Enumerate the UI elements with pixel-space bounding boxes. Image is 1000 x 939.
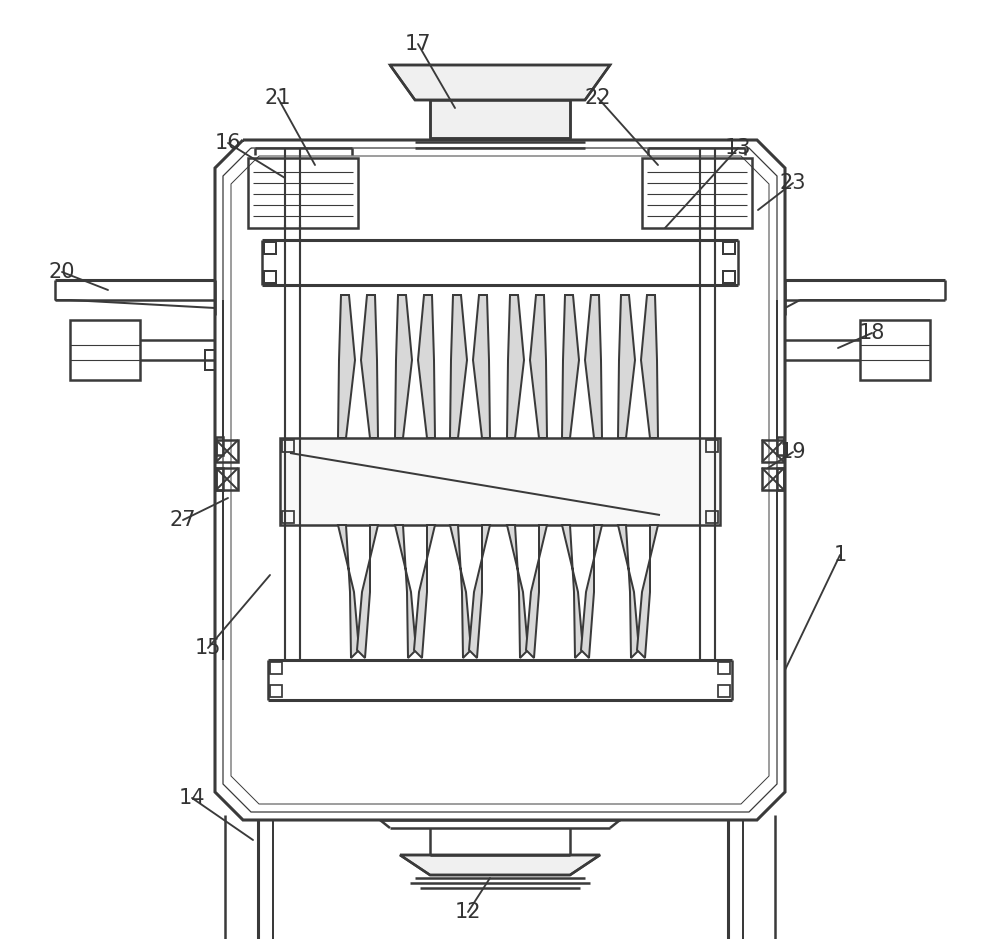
Bar: [216, 437, 223, 455]
Polygon shape: [637, 525, 658, 658]
Bar: [762, 468, 784, 490]
Polygon shape: [526, 525, 547, 658]
Bar: [642, 158, 752, 228]
Bar: [216, 440, 238, 462]
Text: 15: 15: [195, 638, 221, 658]
Bar: [282, 511, 294, 523]
Bar: [777, 437, 784, 455]
Text: 19: 19: [780, 442, 806, 462]
Polygon shape: [361, 295, 378, 438]
Text: 18: 18: [859, 323, 885, 343]
Polygon shape: [618, 525, 639, 658]
Text: 1: 1: [833, 545, 847, 565]
Bar: [270, 662, 282, 674]
Bar: [777, 468, 784, 490]
Polygon shape: [414, 525, 435, 658]
Bar: [706, 440, 718, 452]
Bar: [264, 271, 276, 283]
Polygon shape: [469, 525, 490, 658]
Polygon shape: [581, 525, 602, 658]
Polygon shape: [390, 65, 610, 100]
Text: 13: 13: [725, 138, 751, 158]
Bar: [706, 511, 718, 523]
Bar: [70, 320, 140, 380]
Bar: [762, 440, 784, 462]
Polygon shape: [338, 525, 359, 658]
Text: 12: 12: [455, 902, 481, 922]
Text: 16: 16: [215, 133, 241, 153]
Text: 22: 22: [585, 88, 611, 108]
Text: 14: 14: [179, 788, 205, 808]
Polygon shape: [530, 295, 547, 438]
Bar: [723, 271, 735, 283]
Polygon shape: [641, 295, 658, 438]
Bar: [205, 350, 215, 370]
Polygon shape: [395, 525, 416, 658]
Polygon shape: [618, 295, 635, 438]
Polygon shape: [450, 295, 467, 438]
Text: 27: 27: [170, 510, 196, 530]
Bar: [860, 320, 930, 380]
Polygon shape: [450, 525, 471, 658]
Bar: [270, 685, 282, 697]
Polygon shape: [357, 525, 378, 658]
Bar: [216, 468, 223, 490]
Bar: [216, 468, 238, 490]
Polygon shape: [585, 295, 602, 438]
Bar: [430, 100, 570, 138]
Bar: [282, 440, 294, 452]
Polygon shape: [562, 295, 579, 438]
Bar: [718, 685, 730, 697]
Bar: [718, 662, 730, 674]
Polygon shape: [400, 855, 600, 875]
Text: 21: 21: [265, 88, 291, 108]
Polygon shape: [395, 295, 412, 438]
Text: 17: 17: [405, 34, 431, 54]
Polygon shape: [473, 295, 490, 438]
Bar: [723, 242, 735, 254]
Bar: [280, 438, 720, 525]
Polygon shape: [507, 525, 528, 658]
Polygon shape: [507, 295, 524, 438]
Text: 23: 23: [780, 173, 806, 193]
Bar: [248, 158, 358, 228]
Text: 20: 20: [49, 262, 75, 282]
Bar: [264, 242, 276, 254]
Polygon shape: [562, 525, 583, 658]
Polygon shape: [338, 295, 355, 438]
Polygon shape: [418, 295, 435, 438]
